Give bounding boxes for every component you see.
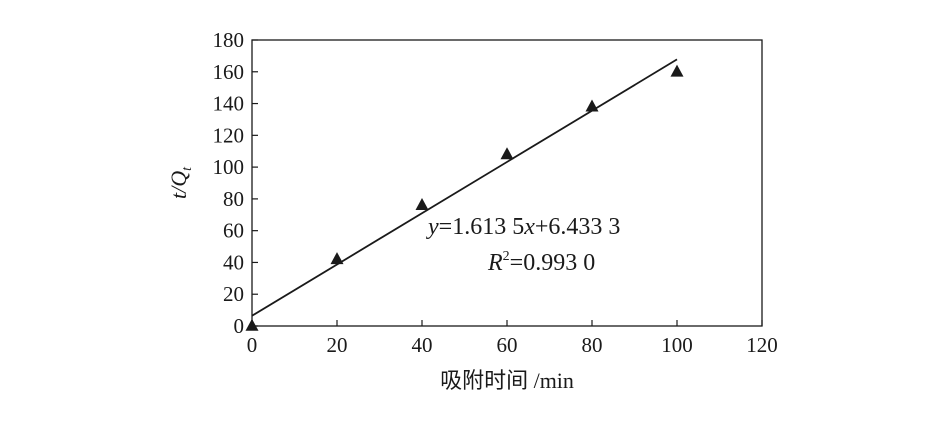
y-tick-label: 60 bbox=[223, 219, 244, 243]
equation-x-symbol: x bbox=[523, 214, 535, 240]
x-tick-label: 80 bbox=[582, 333, 603, 357]
r-squared-label: R2=0.993 0 bbox=[487, 249, 595, 276]
y-tick-label: 120 bbox=[213, 123, 245, 147]
y-tick-label: 160 bbox=[213, 60, 245, 84]
x-tick-label: 0 bbox=[247, 333, 258, 357]
y-axis-title-main: t/Q bbox=[166, 171, 191, 199]
plot-area-frame bbox=[251, 39, 763, 327]
y-tick-label: 140 bbox=[213, 92, 245, 116]
y-axis-ticks bbox=[252, 39, 258, 327]
y-axis-title-subscript: t bbox=[180, 166, 195, 171]
data-point-triangle bbox=[585, 99, 599, 112]
fit-line-layer bbox=[251, 58, 678, 317]
x-tick-label: 40 bbox=[412, 333, 433, 357]
y-tick-label: 0 bbox=[234, 314, 245, 338]
data-point-triangle bbox=[670, 64, 684, 77]
data-points-layer bbox=[245, 64, 684, 331]
y-axis-tick-labels: 0 20 40 60 80 100 120 140 160 180 bbox=[213, 28, 245, 338]
equation-slope-part: =1.613 5 bbox=[439, 214, 525, 240]
x-tick-label: 20 bbox=[327, 333, 348, 357]
y-tick-label: 180 bbox=[213, 28, 245, 52]
x-tick-label: 100 bbox=[661, 333, 693, 357]
y-tick-label: 80 bbox=[223, 187, 244, 211]
y-tick-label: 40 bbox=[223, 250, 244, 274]
data-point-triangle bbox=[500, 147, 514, 160]
x-tick-label: 60 bbox=[497, 333, 518, 357]
r-squared-superscript: 2 bbox=[503, 249, 510, 264]
x-axis-tick-labels: 0 20 40 60 80 100 120 bbox=[247, 333, 778, 357]
x-tick-label: 120 bbox=[746, 333, 778, 357]
data-point-triangle bbox=[245, 318, 259, 331]
x-axis-ticks bbox=[251, 320, 763, 326]
regression-equation: y=1.613 5x+6.433 3 bbox=[426, 214, 620, 240]
x-axis-title: 吸附时间 /min bbox=[440, 368, 574, 393]
r-squared-value: =0.993 0 bbox=[510, 250, 596, 276]
data-point-triangle bbox=[415, 198, 429, 211]
r-squared-symbol: R bbox=[487, 250, 503, 276]
y-axis-title: t/Qt bbox=[166, 166, 195, 199]
regression-fit-line bbox=[251, 58, 678, 317]
y-tick-label: 100 bbox=[213, 155, 245, 179]
equation-intercept-part: +6.433 3 bbox=[535, 214, 621, 240]
y-tick-label: 20 bbox=[223, 282, 244, 306]
data-point-triangle bbox=[330, 252, 344, 265]
equation-y-symbol: y bbox=[426, 214, 439, 240]
